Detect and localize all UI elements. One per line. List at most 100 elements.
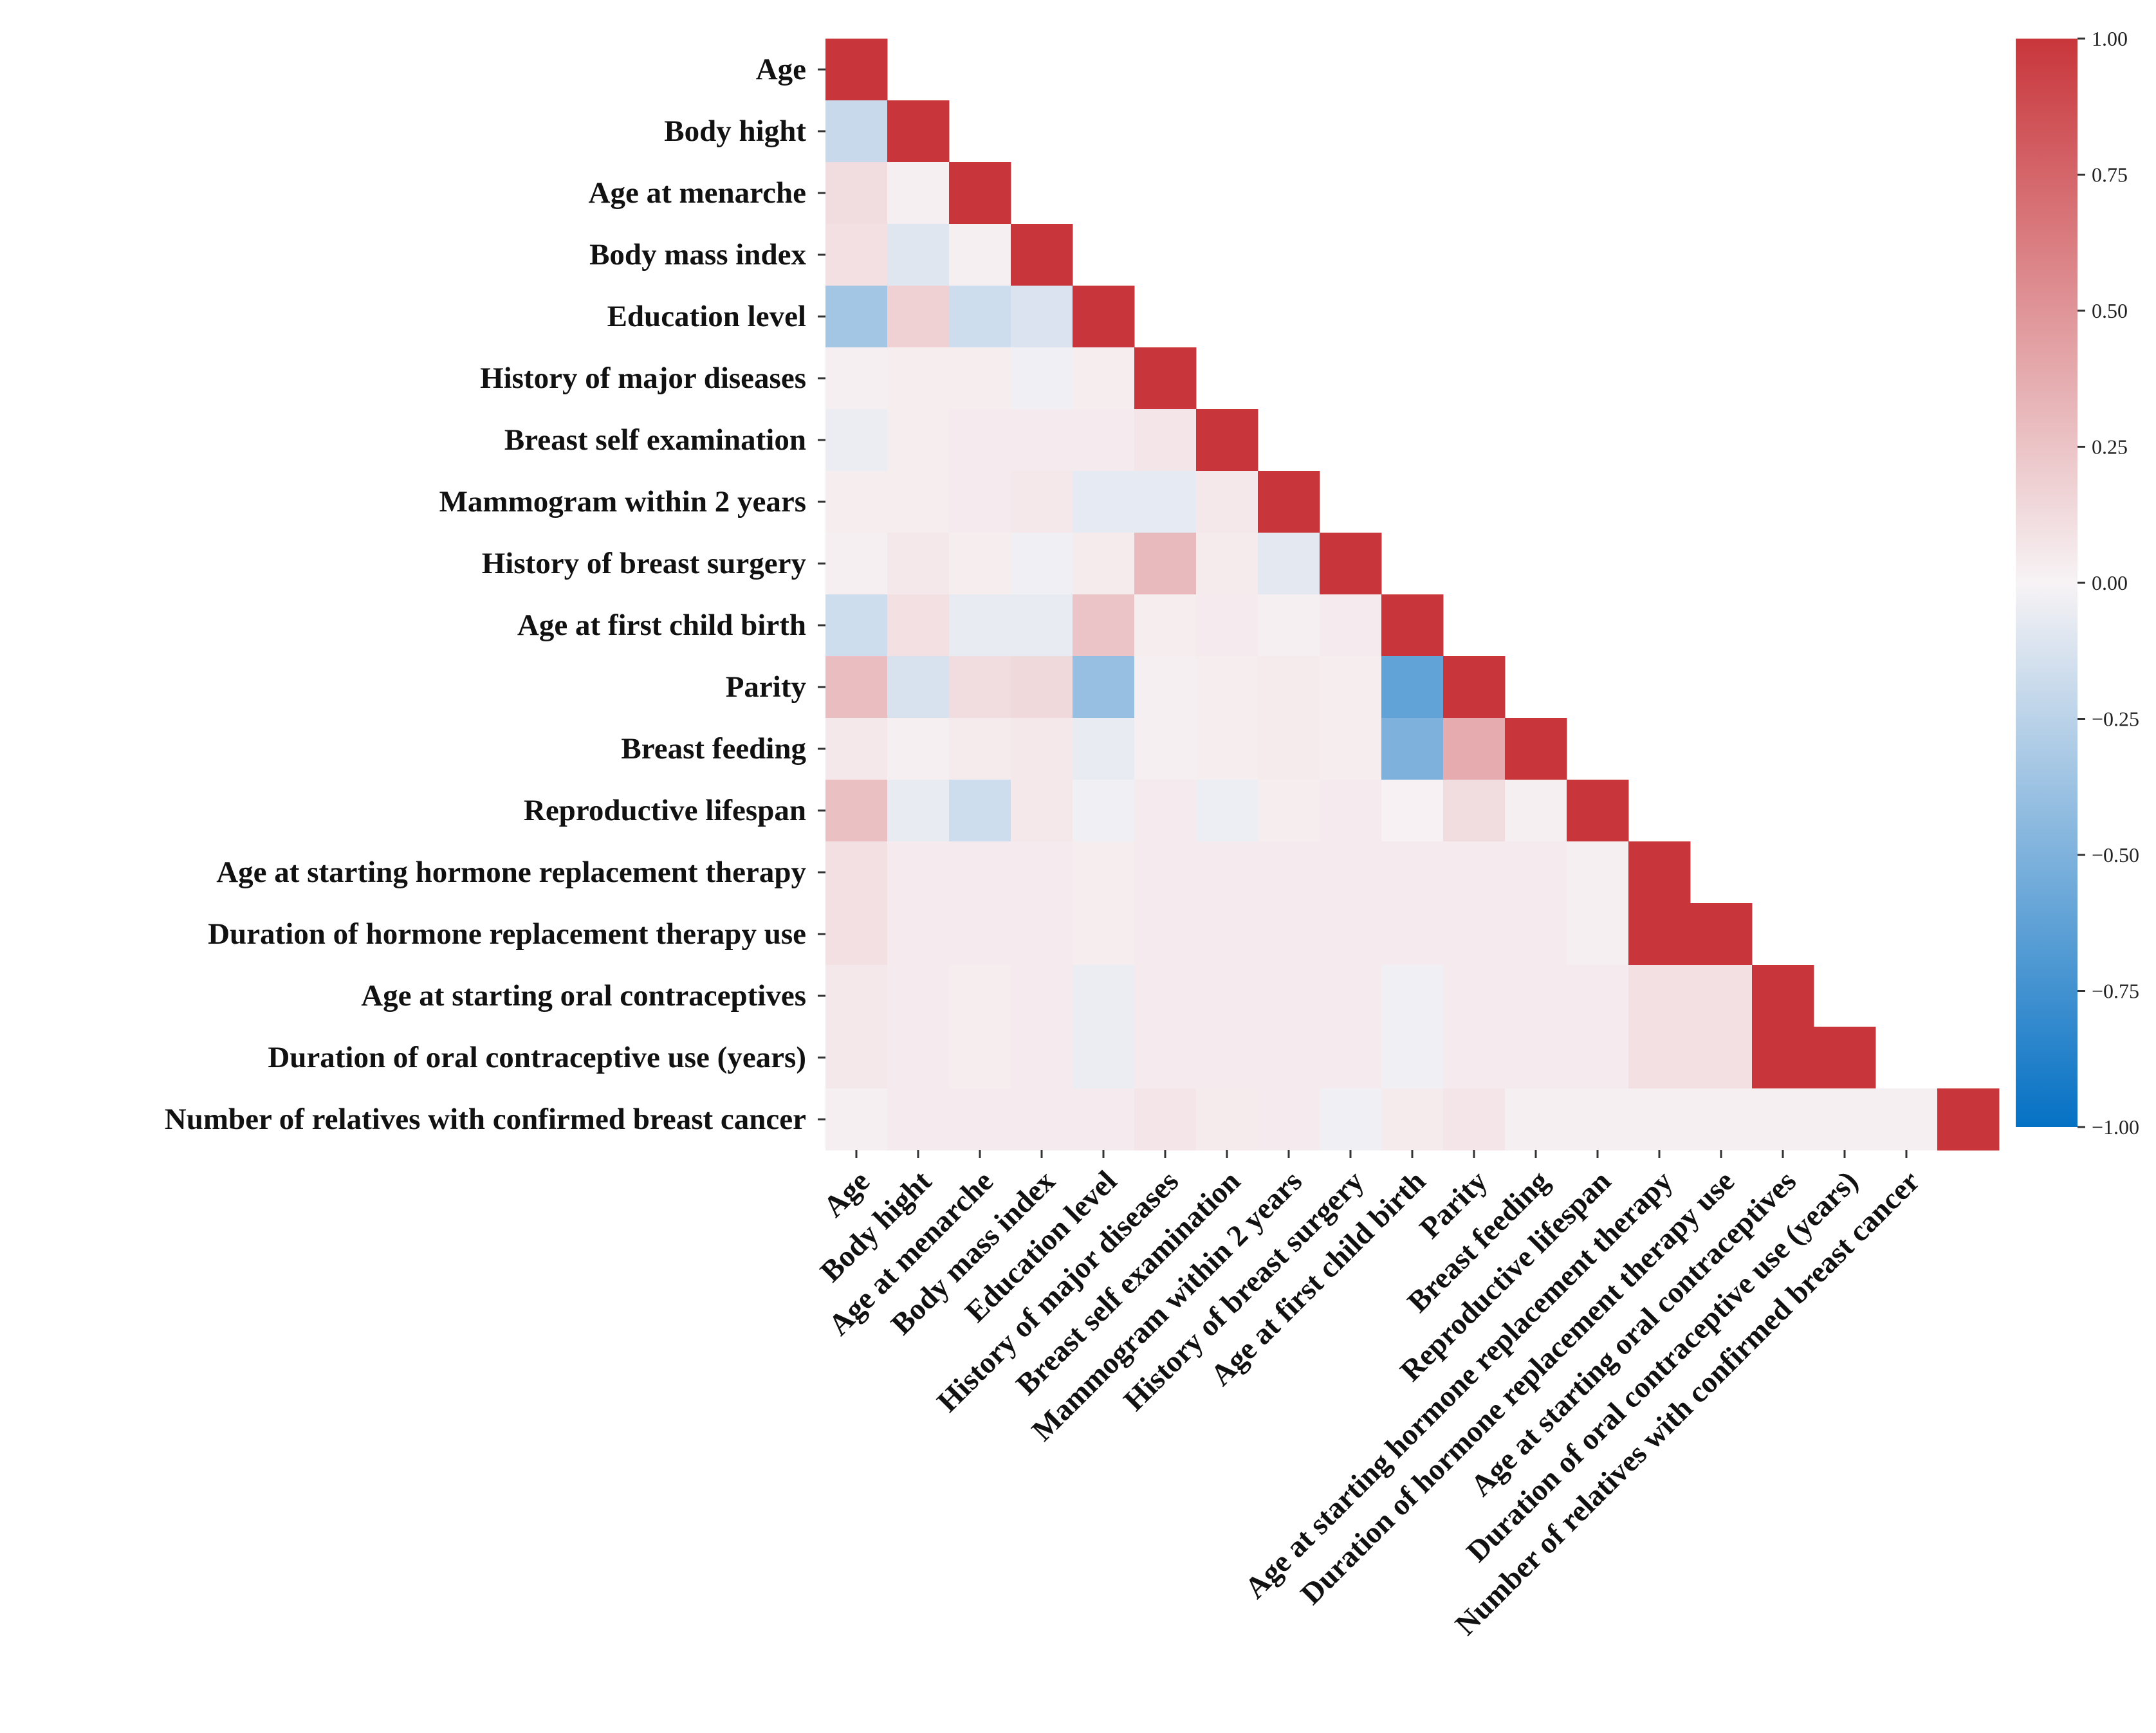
heatmap-cell (825, 471, 888, 533)
colorbar-tick-label: 1.00 (2092, 27, 2128, 50)
heatmap-cell (1134, 1027, 1197, 1089)
heatmap-cell (887, 965, 950, 1027)
heatmap-cell (1752, 1027, 1814, 1089)
heatmap-cell (949, 1088, 1011, 1151)
heatmap-cell (1443, 841, 1506, 904)
colorbar-tick-label: −0.25 (2092, 708, 2139, 731)
heatmap-cell (1134, 347, 1197, 410)
colorbar-tick-label: −0.50 (2092, 843, 2139, 867)
heatmap-cell (1196, 780, 1258, 842)
heatmap-cell (949, 903, 1011, 966)
heatmap-cell (887, 841, 950, 904)
heatmap-cell (1258, 841, 1320, 904)
row-label: Mammogram within 2 years (439, 485, 806, 518)
heatmap-cell (825, 965, 888, 1027)
heatmap-cell (825, 347, 888, 410)
heatmap-cell (1073, 347, 1135, 410)
heatmap-cell (1134, 471, 1197, 533)
heatmap-cell (1443, 903, 1506, 966)
heatmap-cell (1073, 780, 1135, 842)
heatmap-cell (1320, 841, 1382, 904)
heatmap-cell (825, 903, 888, 966)
heatmap-cell (1320, 594, 1382, 657)
heatmap-cell (1073, 1027, 1135, 1089)
heatmap-cell (1320, 965, 1382, 1027)
row-label: Reproductive lifespan (524, 794, 806, 827)
heatmap-cell (1443, 965, 1506, 1027)
heatmap-cell (1567, 903, 1629, 966)
colorbar-tick-label: 0.25 (2092, 436, 2128, 459)
heatmap-cell (1505, 718, 1567, 780)
heatmap-cell (825, 162, 888, 225)
heatmap-cell (949, 286, 1011, 348)
heatmap-cell (825, 656, 888, 719)
heatmap-cell (949, 965, 1011, 1027)
row-label: Duration of hormone replacement therapy … (208, 917, 806, 951)
heatmap-cell (1011, 533, 1073, 595)
heatmap-cell (1073, 718, 1135, 780)
heatmap-cell (1690, 1088, 1753, 1151)
heatmap-cell (1567, 1088, 1629, 1151)
heatmap-cell (949, 594, 1011, 657)
colorbar-tick-label: 0.75 (2092, 163, 2128, 187)
heatmap-cell (1134, 594, 1197, 657)
row-label: Parity (726, 670, 807, 704)
heatmap-cell (1073, 533, 1135, 595)
heatmap-cell (1875, 1088, 1938, 1151)
heatmap-cell (1134, 903, 1197, 966)
heatmap-cell (1628, 965, 1691, 1027)
heatmap-cell (1011, 780, 1073, 842)
heatmap-cell (887, 347, 950, 410)
heatmap-cell (1134, 841, 1197, 904)
heatmap-cell (1258, 471, 1320, 533)
heatmap-cell (887, 100, 950, 163)
heatmap-cell (949, 718, 1011, 780)
heatmap-cells (825, 39, 2000, 1151)
heatmap-cell (825, 780, 888, 842)
heatmap-cell (1505, 1088, 1567, 1151)
heatmap-cell (1011, 224, 1073, 286)
heatmap-cell (1443, 656, 1506, 719)
heatmap-cell (1196, 965, 1258, 1027)
heatmap-cell (949, 780, 1011, 842)
heatmap-cell (1011, 286, 1073, 348)
heatmap-cell (887, 903, 950, 966)
heatmap-cell (1134, 656, 1197, 719)
heatmap-cell (1258, 1088, 1320, 1151)
heatmap-cell (949, 533, 1011, 595)
colorbar-tick-label: −0.75 (2092, 980, 2139, 1003)
heatmap-cell (1690, 903, 1753, 966)
heatmap-cell (1134, 965, 1197, 1027)
colorbar-gradient (2016, 39, 2078, 1127)
heatmap-cell (1381, 903, 1444, 966)
heatmap-cell (1196, 533, 1258, 595)
row-label: Age at menarche (589, 176, 806, 210)
heatmap-cell (1196, 409, 1258, 472)
row-label: Body mass index (589, 238, 806, 271)
heatmap-cell (1196, 1088, 1258, 1151)
heatmap-cell (1196, 594, 1258, 657)
heatmap-cell (1073, 965, 1135, 1027)
heatmap-cell (1628, 903, 1691, 966)
row-label: Body hight (664, 115, 806, 148)
heatmap-cell (1011, 903, 1073, 966)
row-label: History of breast surgery (482, 547, 807, 580)
heatmap-cell (1505, 1027, 1567, 1089)
heatmap-cell (1134, 718, 1197, 780)
colorbar-tick-label: 0.00 (2092, 571, 2128, 594)
heatmap-cell (1690, 965, 1753, 1027)
heatmap-cell (1628, 1027, 1691, 1089)
heatmap-cell (1381, 718, 1444, 780)
colorbar-tick-label: −1.00 (2092, 1115, 2139, 1139)
heatmap-cell (1381, 780, 1444, 842)
heatmap-cell (949, 409, 1011, 472)
heatmap-cell (1011, 841, 1073, 904)
heatmap-cell (887, 409, 950, 472)
heatmap-cell (1134, 1088, 1197, 1151)
heatmap-cell (887, 286, 950, 348)
heatmap-cell (887, 162, 950, 225)
heatmap-cell (887, 533, 950, 595)
heatmap-cell (949, 656, 1011, 719)
